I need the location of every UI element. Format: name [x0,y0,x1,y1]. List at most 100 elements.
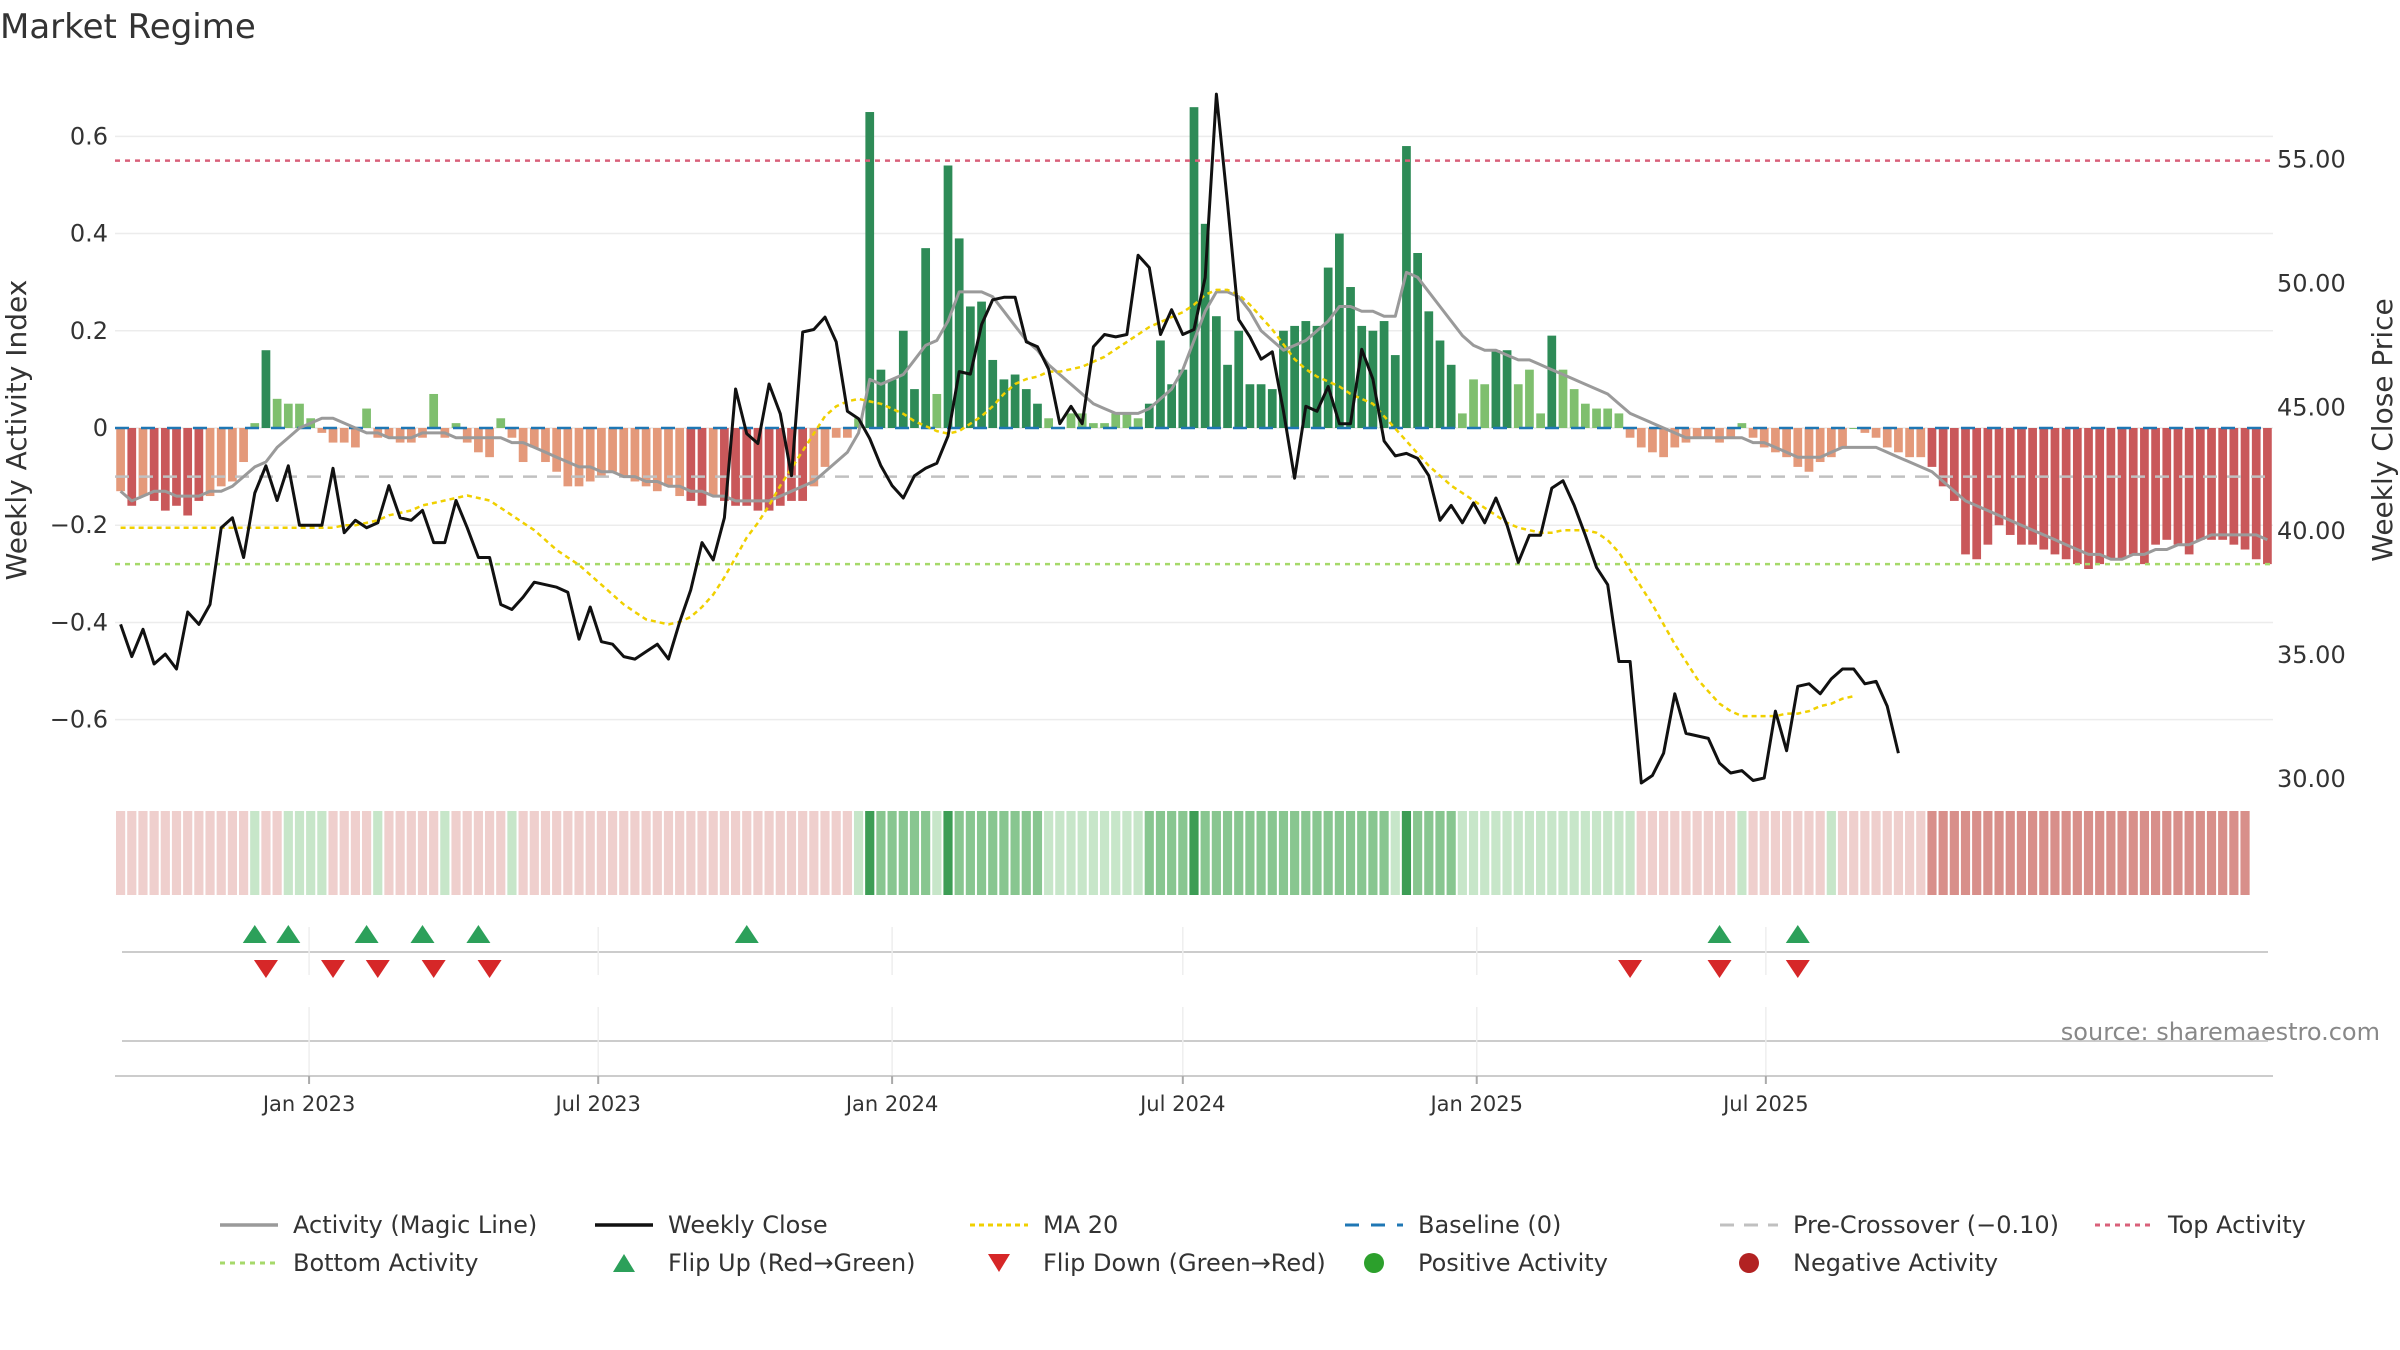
regime-cell [909,811,920,895]
activity-bar [1614,413,1624,428]
regime-cell [1334,811,1344,895]
activity-bar [1525,369,1534,428]
regime-cell [417,811,428,895]
activity-bar [1424,311,1434,428]
regime-cell [1424,811,1434,895]
activity-bar [1905,428,1914,458]
regime-cell [1222,811,1233,895]
activity-bar [1513,384,1523,428]
activity-bar [1759,428,1769,448]
regime-cell [2139,811,2150,895]
regime-cell [1379,811,1389,895]
activity-bar [1938,428,1948,487]
regime-cell [2184,811,2194,895]
activity-bar [1189,107,1199,429]
activity-bar [2039,428,2049,550]
activity-bar [943,165,953,428]
activity-bars [116,107,2272,569]
activity-bar [2229,428,2239,545]
activity-bar [1804,428,1814,472]
activity-bar [1569,389,1579,428]
regime-cell [2072,811,2082,895]
activity-bar [1648,428,1657,453]
regime-cell [1949,811,1959,895]
regime-cell [1938,811,1948,895]
regime-cell [2028,811,2038,895]
activity-bar [1301,321,1311,428]
activity-bar [183,428,193,516]
regime-cell [518,811,528,895]
activity-bar [798,428,808,501]
activity-bar [1212,316,1221,428]
activity-bar [317,428,327,433]
regime-cell [1413,811,1423,895]
activity-bar [686,428,696,501]
regime-cell [216,811,226,895]
activity-bar [574,428,584,487]
activity-bar [138,428,148,497]
regime-cell [2218,811,2228,895]
activity-bar [1580,403,1590,428]
regime-cell [1122,811,1132,895]
regime-cell [619,811,629,895]
activity-bar [1871,428,1881,438]
regime-cell [261,811,271,895]
y-right-tick-label: 45.00 [2277,393,2346,421]
activity-bar [1592,408,1601,428]
activity-bar [2207,428,2216,540]
activity-bar [664,428,673,487]
legend-label: Flip Down (Green→Red) [1043,1249,1326,1277]
activity-bar [865,112,875,429]
date-tick-label: Jul 2023 [553,1092,640,1116]
activity-bar [1435,340,1445,428]
regime-cell [1871,811,1881,895]
date-axis: Jan 2023 Jul 2023 Jan 2024 Jul 2024 Jan 2025… [115,1075,2273,1116]
regime-cell [1804,811,1814,895]
legend: Activity (Magic Line) Weekly Close MA 20 Ba… [220,1211,2306,1277]
activity-bar [351,428,360,448]
regime-cell [842,811,852,895]
activity-bar [362,408,371,428]
activity-bar [1815,428,1825,463]
activity-bar [1983,428,1993,545]
activity-bar [485,428,494,458]
legend-label: Weekly Close [668,1211,828,1239]
activity-bar [1558,369,1568,428]
regime-cell [630,811,640,895]
activity-bar [843,428,852,438]
regime-cell [1167,811,1177,895]
regime-cell [2095,811,2105,895]
activity-bar [1111,413,1121,428]
activity-bar [339,428,349,443]
activity-bar [1379,321,1389,428]
flip-down-marker [421,960,446,978]
activity-bar [1480,384,1490,428]
activity-bar [1457,413,1467,428]
activity-bar [2195,428,2205,540]
date-tick-label: Jul 2024 [1138,1092,1225,1116]
activity-bar [675,428,685,497]
regime-cell [1670,811,1680,895]
flip-down-marker [1785,960,1810,978]
regime-cell [1491,811,1501,895]
regime-cell [339,811,349,895]
legend-swatch [1739,1253,1759,1273]
activity-bar [2218,428,2228,540]
activity-bar [1256,384,1266,428]
regime-cell [1726,811,1736,895]
activity-bar [1357,325,1367,428]
regime-cell [1390,811,1400,895]
regime-cell [742,811,752,895]
regime-cell [1659,811,1669,895]
regime-cell [160,811,170,895]
activity-bar [295,403,304,428]
regime-cell [1267,811,1277,895]
flip-down-marker [477,960,502,978]
regime-cell [1468,811,1479,895]
flip-down-marker [1618,960,1643,978]
regime-cell [1994,811,2004,895]
activity-bar [1402,146,1411,429]
activity-bar [228,428,237,482]
activity-bar [854,418,863,428]
regime-cell [2162,811,2172,895]
